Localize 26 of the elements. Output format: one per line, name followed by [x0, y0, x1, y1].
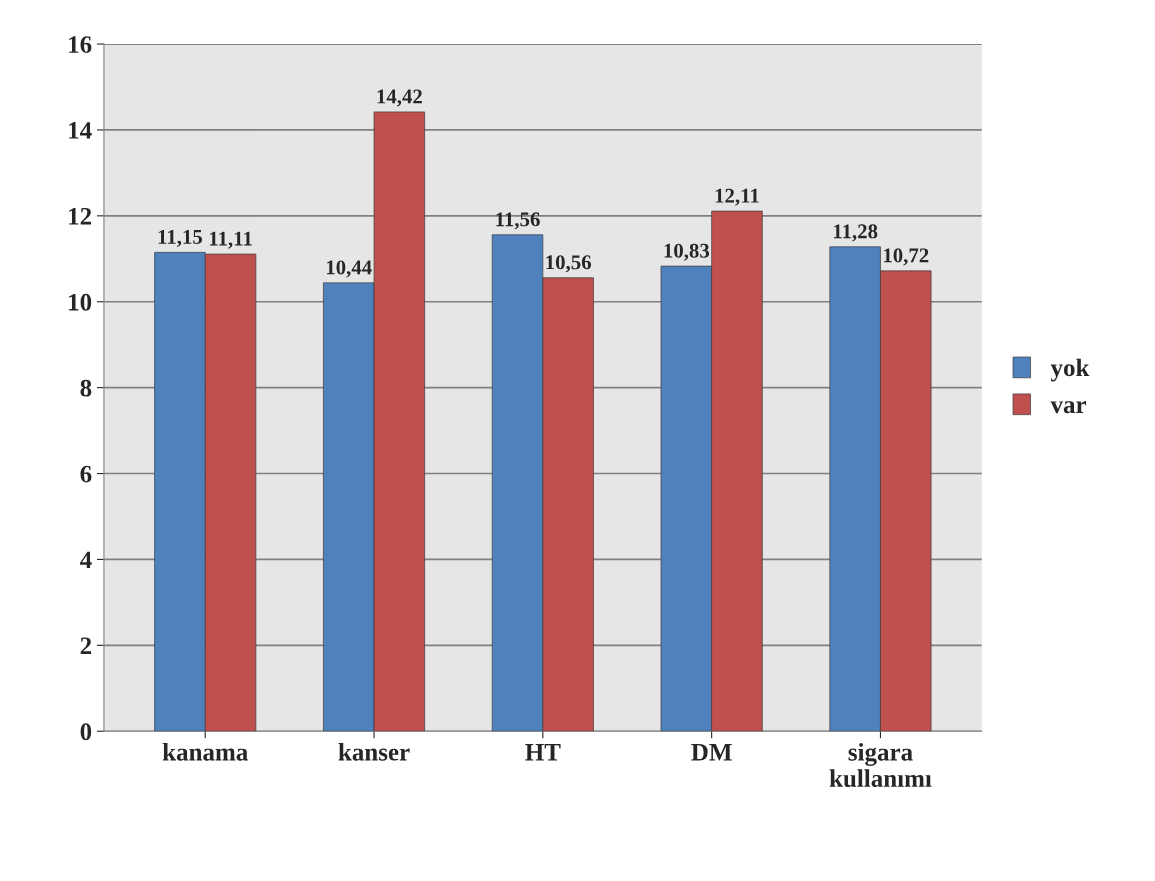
data-label: 11,11: [209, 231, 252, 249]
data-label: 10,72: [884, 248, 929, 266]
data-label: 10,56: [546, 255, 591, 273]
y-tick-label: 2: [80, 637, 92, 655]
legend-label: yok: [1050, 358, 1090, 382]
data-label: 11,56: [496, 212, 540, 230]
x-tick-label: kanser: [338, 743, 410, 761]
data-label: 10,44: [326, 260, 372, 278]
x-tick-label: kanama: [162, 743, 248, 761]
data-label: 14,42: [377, 89, 422, 107]
data-label: 11,28: [833, 224, 878, 242]
y-tick-label: 14: [69, 122, 92, 139]
data-label: 10,83: [664, 243, 710, 261]
y-tick-label: 16: [69, 36, 92, 53]
x-tick-label: sigara kullanımı: [829, 743, 932, 788]
y-tick-label: 12: [69, 207, 92, 225]
x-tick-label: DM: [691, 744, 732, 761]
data-label: 11,15: [158, 229, 203, 247]
y-tick-label: 0: [80, 723, 92, 741]
data-label: 12,11: [715, 188, 759, 206]
legend-label: var: [1050, 401, 1087, 414]
y-tick-label: 6: [80, 465, 92, 483]
y-tick-label: 10: [69, 293, 92, 311]
x-tick-label: HT: [525, 744, 561, 761]
y-tick-label: 4: [79, 551, 92, 569]
y-tick-label: 8: [80, 379, 92, 397]
